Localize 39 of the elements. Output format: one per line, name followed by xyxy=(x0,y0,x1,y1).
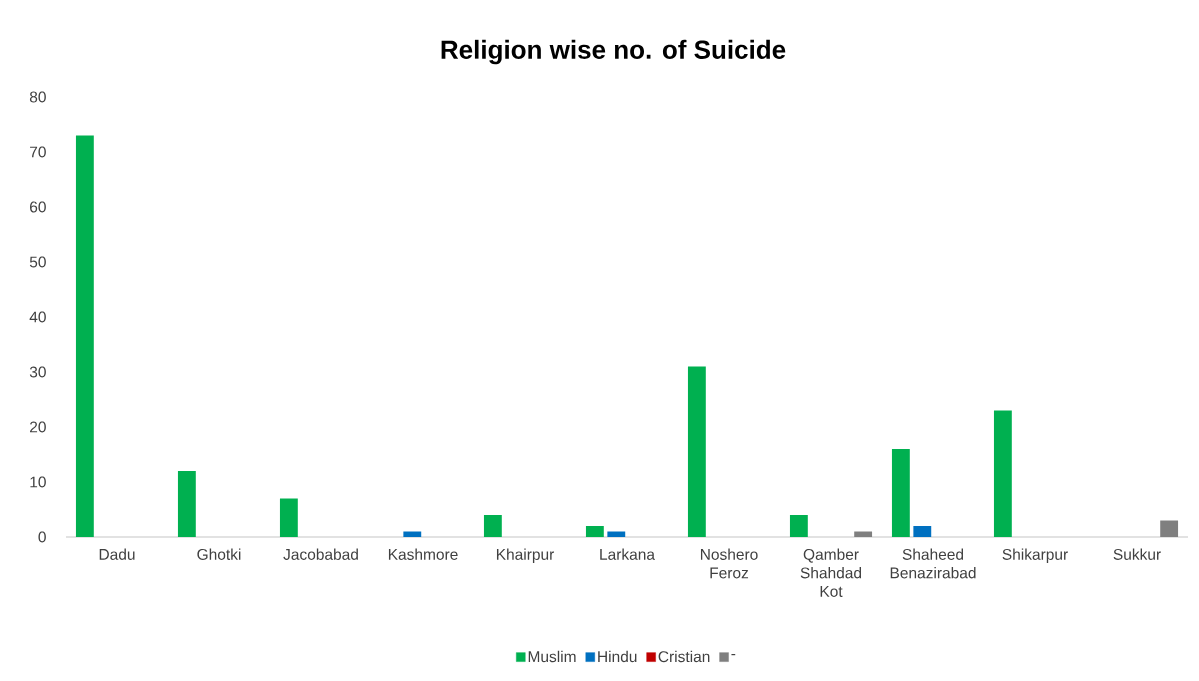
x-tick-label: Noshero Feroz xyxy=(700,548,758,579)
x-tick-label: Dadu xyxy=(99,548,135,560)
bar xyxy=(789,515,808,537)
chart-title: Religion wise no. of Suicide xyxy=(441,39,786,65)
bar xyxy=(585,526,604,537)
bar xyxy=(75,135,94,537)
x-tick-label: Shikarpur xyxy=(1002,548,1068,563)
x-tick-label: Khairpur xyxy=(496,548,555,563)
bar xyxy=(483,515,502,537)
bar xyxy=(607,531,626,537)
x-tick-label: Qamber Shahdad Kot xyxy=(800,548,862,597)
bar xyxy=(854,531,873,537)
bar xyxy=(1160,520,1179,537)
legend-label: - xyxy=(731,654,736,656)
legend-label: Muslim xyxy=(528,650,576,663)
y-tick-label: 70 xyxy=(30,146,46,158)
bar xyxy=(687,366,706,537)
bar xyxy=(891,449,910,537)
bar xyxy=(993,410,1012,537)
bar xyxy=(403,531,422,537)
bar xyxy=(913,526,932,537)
x-tick-label: Sukkur xyxy=(1113,548,1161,560)
x-tick-label: Ghotki xyxy=(197,548,241,560)
y-tick-label: 50 xyxy=(29,256,46,268)
y-tick-label: 20 xyxy=(30,421,46,433)
y-tick-label: 60 xyxy=(30,201,46,213)
y-tick-label: 80 xyxy=(29,91,46,103)
legend-label: Cristian xyxy=(658,650,710,663)
x-tick-label: Kashmore xyxy=(388,548,458,560)
y-tick-label: 0 xyxy=(38,531,46,543)
bar xyxy=(279,498,298,537)
x-tick-label: Jacobabad xyxy=(283,548,358,560)
y-tick-label: 30 xyxy=(29,366,46,378)
bar xyxy=(177,471,196,537)
x-tick-label: Larkana xyxy=(600,548,655,560)
y-tick-label: 10 xyxy=(30,476,46,488)
x-tick-label: Shaheed Benazirabad xyxy=(890,548,976,579)
y-tick-label: 40 xyxy=(29,311,46,323)
legend-label: Hindu xyxy=(598,650,637,663)
